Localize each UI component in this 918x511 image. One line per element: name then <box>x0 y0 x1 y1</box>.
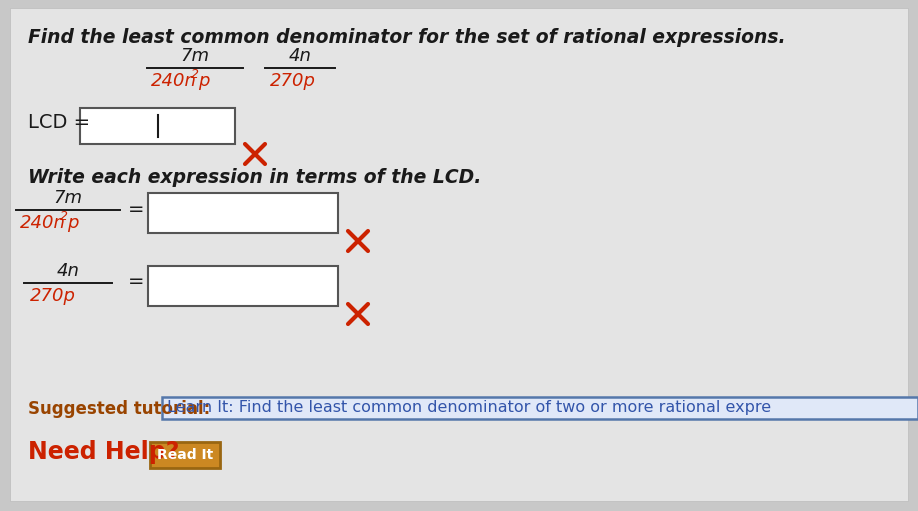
Bar <box>80 108 235 144</box>
Text: 7m: 7m <box>181 47 209 65</box>
Text: 270p: 270p <box>30 287 76 305</box>
Text: p: p <box>67 214 78 232</box>
Text: 270p: 270p <box>270 72 316 90</box>
Text: LCD =: LCD = <box>28 113 90 132</box>
Bar <box>162 397 918 419</box>
Text: 2: 2 <box>60 210 68 223</box>
Text: =: = <box>128 199 144 219</box>
Bar <box>148 193 338 233</box>
Text: 7m: 7m <box>53 189 83 207</box>
Text: Read It: Read It <box>157 448 213 462</box>
Text: 2: 2 <box>191 68 199 81</box>
Bar <box>150 442 220 468</box>
Text: 240n: 240n <box>151 72 196 90</box>
Text: Write each expression in terms of the LCD.: Write each expression in terms of the LC… <box>28 168 481 187</box>
Bar <box>148 266 338 306</box>
Text: Find the least common denominator for the set of rational expressions.: Find the least common denominator for th… <box>28 28 786 47</box>
Text: Suggested tutorial:: Suggested tutorial: <box>28 400 216 418</box>
Text: =: = <box>128 272 144 291</box>
Text: 4n: 4n <box>288 47 311 65</box>
Text: Need Help?: Need Help? <box>28 440 179 464</box>
Text: 4n: 4n <box>57 262 80 280</box>
Text: 240n: 240n <box>20 214 66 232</box>
Text: p: p <box>198 72 209 90</box>
Text: Learn It: Find the least common denominator of two or more rational expre: Learn It: Find the least common denomina… <box>167 400 771 415</box>
